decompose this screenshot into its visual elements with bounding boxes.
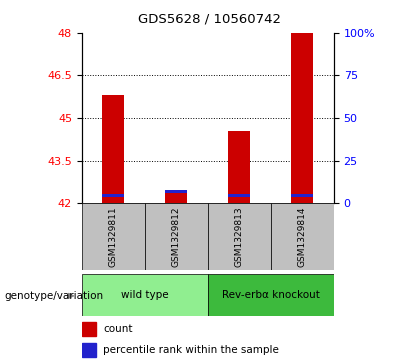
Text: percentile rank within the sample: percentile rank within the sample bbox=[103, 345, 279, 355]
Bar bbox=[228, 193, 250, 197]
Bar bbox=[165, 190, 187, 193]
Text: GSM1329814: GSM1329814 bbox=[298, 207, 307, 267]
FancyBboxPatch shape bbox=[82, 203, 145, 270]
Bar bbox=[102, 95, 124, 203]
FancyBboxPatch shape bbox=[271, 203, 334, 270]
FancyBboxPatch shape bbox=[208, 274, 334, 316]
Text: wild type: wild type bbox=[121, 290, 169, 300]
Text: count: count bbox=[103, 325, 133, 334]
Bar bbox=[82, 343, 96, 356]
Text: GSM1329813: GSM1329813 bbox=[235, 207, 244, 267]
Text: GDS5628 / 10560742: GDS5628 / 10560742 bbox=[139, 13, 281, 26]
Text: Rev-erbα knockout: Rev-erbα knockout bbox=[222, 290, 320, 300]
Bar bbox=[291, 33, 313, 203]
Bar bbox=[165, 193, 187, 203]
Text: GSM1329812: GSM1329812 bbox=[172, 207, 181, 267]
Text: GSM1329811: GSM1329811 bbox=[109, 207, 118, 267]
FancyBboxPatch shape bbox=[208, 203, 271, 270]
Bar bbox=[102, 193, 124, 197]
FancyBboxPatch shape bbox=[82, 274, 208, 316]
Bar bbox=[82, 322, 96, 336]
FancyBboxPatch shape bbox=[145, 203, 208, 270]
Text: genotype/variation: genotype/variation bbox=[4, 291, 103, 301]
Bar bbox=[228, 131, 250, 203]
Bar bbox=[291, 193, 313, 197]
